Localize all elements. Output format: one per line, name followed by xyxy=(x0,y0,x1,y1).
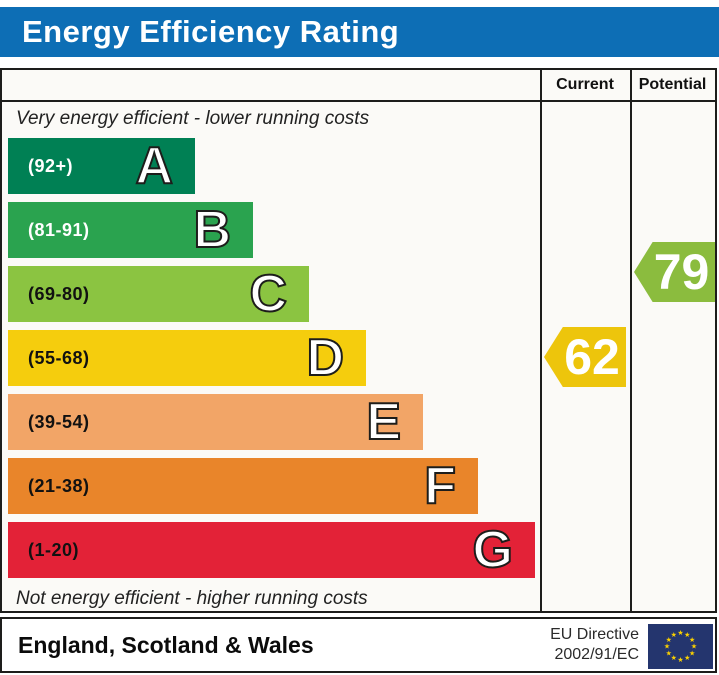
potential-rating-arrow: 79 xyxy=(634,242,715,302)
band-row-d: (55-68) D xyxy=(8,329,366,387)
svg-text:★: ★ xyxy=(664,643,670,651)
band-range: (92+) xyxy=(28,155,74,176)
column-header-potential: Potential xyxy=(638,76,707,93)
svg-text:★: ★ xyxy=(684,654,690,662)
not-efficient-label: Not energy efficient - higher running co… xyxy=(16,588,368,609)
band-letter: B xyxy=(192,201,232,259)
eu-directive-label: EU Directive 2002/91/EC xyxy=(550,625,639,665)
band-range: (1-20) xyxy=(28,539,80,560)
very-efficient-label: Very energy efficient - lower running co… xyxy=(16,108,370,129)
band-letter: E xyxy=(365,393,402,451)
footer: England, Scotland & Wales EU Directive 2… xyxy=(0,617,717,673)
band-row-c: (69-80) C xyxy=(8,265,309,323)
svg-text:★: ★ xyxy=(677,656,683,664)
svg-text:★: ★ xyxy=(689,649,695,657)
region-label: England, Scotland & Wales xyxy=(18,632,314,658)
band-row-f: (21-38) F xyxy=(8,457,478,515)
band-letter: G xyxy=(472,521,514,579)
potential-column-divider xyxy=(630,70,632,611)
band-row-a: (92+) A xyxy=(8,137,195,195)
band-range: (55-68) xyxy=(28,347,90,368)
svg-text:★: ★ xyxy=(666,649,672,657)
current-column-divider xyxy=(540,70,542,611)
svg-text:★: ★ xyxy=(689,636,695,644)
eu-directive-line2: 2002/91/EC xyxy=(554,646,639,663)
eu-flag-icon: ★ ★ ★ ★ ★ ★ ★ ★ ★ ★ ★ ★ xyxy=(648,624,713,669)
svg-text:★: ★ xyxy=(684,631,690,639)
band-row-e: (39-54) E xyxy=(8,393,423,451)
band-range: (81-91) xyxy=(28,219,90,240)
eu-flag-stars: ★ ★ ★ ★ ★ ★ ★ ★ ★ ★ ★ ★ xyxy=(648,624,713,669)
band-range: (69-80) xyxy=(28,283,90,304)
svg-text:★: ★ xyxy=(671,631,677,639)
svg-text:★: ★ xyxy=(677,629,683,637)
column-header-current: Current xyxy=(556,76,614,93)
header-row xyxy=(2,70,715,102)
svg-text:★: ★ xyxy=(671,654,677,662)
eu-directive-line1: EU Directive xyxy=(550,626,639,643)
band-letter: F xyxy=(423,457,457,515)
band-row-b: (81-91) B xyxy=(8,201,253,259)
band-letter: A xyxy=(134,137,174,195)
band-range: (39-54) xyxy=(28,411,90,432)
band-letter: C xyxy=(248,265,288,323)
svg-text:★: ★ xyxy=(691,643,697,651)
band-letter: D xyxy=(305,329,345,387)
svg-text:★: ★ xyxy=(666,636,672,644)
band-range: (21-38) xyxy=(28,475,90,496)
title-bar: Energy Efficiency Rating xyxy=(0,7,719,57)
band-row-g: (1-20) G xyxy=(8,521,535,579)
page-title: Energy Efficiency Rating xyxy=(22,14,400,49)
current-rating-value: 62 xyxy=(564,329,620,385)
potential-rating-value: 79 xyxy=(653,244,710,300)
current-rating-arrow: 62 xyxy=(544,327,626,387)
